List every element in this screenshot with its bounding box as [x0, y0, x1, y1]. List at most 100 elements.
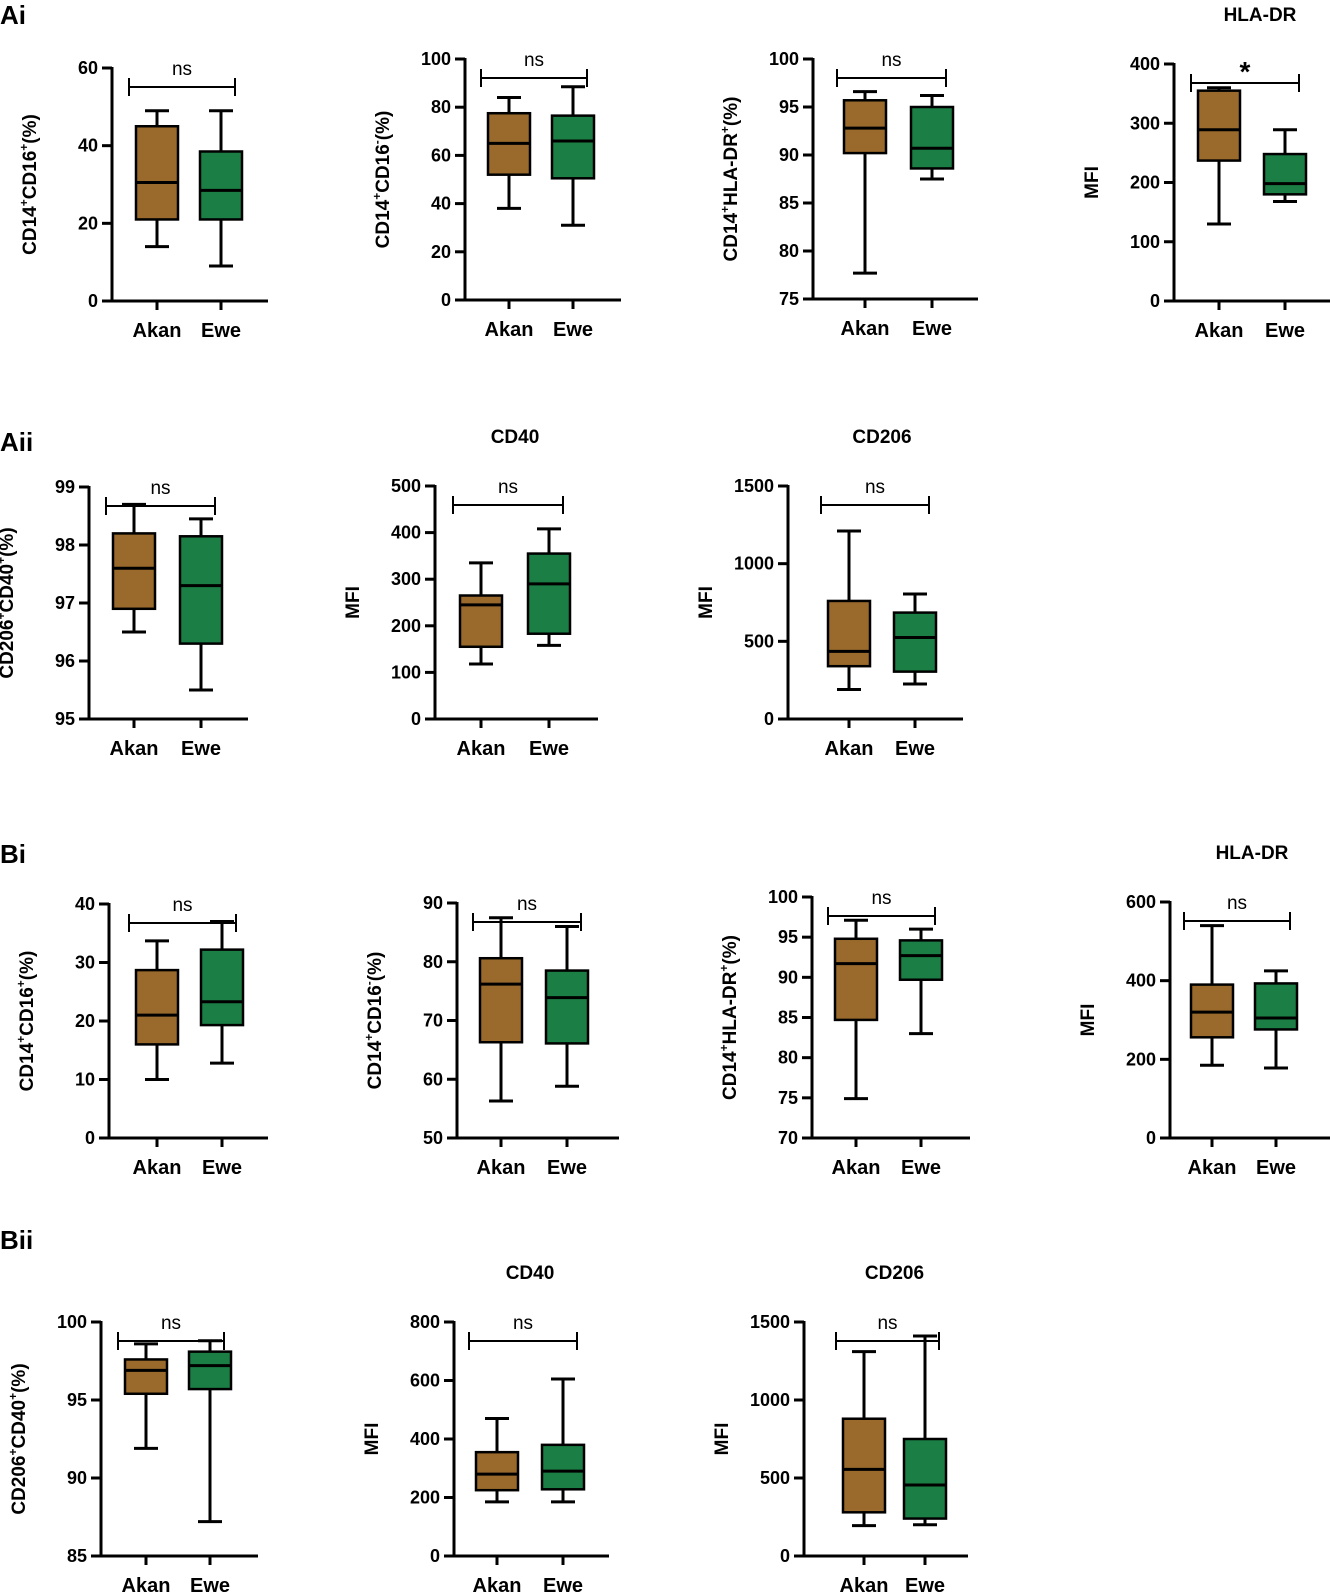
box-ewe — [540, 1443, 586, 1491]
y-tick-label: 600 — [1126, 892, 1156, 912]
panel-label-bii: Bii — [0, 1225, 33, 1255]
y-axis-label-part: (%) — [720, 935, 741, 965]
y-axis-label: CD206+CD40+(%) — [6, 1363, 30, 1514]
significance-label: ns — [877, 1313, 897, 1334]
y-axis-label-part: CD14 — [373, 199, 394, 248]
box-akan — [111, 532, 157, 611]
y-axis-label: CD14+CD16+(%) — [14, 951, 38, 1092]
y-tick-label: 85 — [779, 193, 799, 213]
significance-label: ns — [865, 477, 885, 498]
y-tick-label: 90 — [779, 145, 799, 165]
category-label-ewe: Ewe — [912, 318, 952, 340]
y-axis-label-superscript: + — [362, 1034, 376, 1041]
y-axis-label-part: CD206 — [9, 1456, 30, 1515]
category-label-ewe: Ewe — [202, 1157, 242, 1179]
category-label-akan: Akan — [841, 318, 890, 340]
y-tick-label: 100 — [768, 887, 798, 907]
box-akan — [134, 968, 180, 1046]
y-tick-label: 80 — [423, 952, 443, 972]
box-ewe — [187, 1350, 233, 1391]
category-label-akan: Akan — [1188, 1157, 1237, 1179]
y-axis-label-part: (%) — [9, 1363, 30, 1393]
y-tick-label: 500 — [760, 1468, 790, 1488]
y-axis-label: CD14+CD16+(%) — [17, 114, 41, 255]
chart-title: HLA-DR — [1216, 843, 1289, 864]
y-tick-label: 400 — [1126, 971, 1156, 991]
y-tick-label: 98 — [55, 535, 75, 555]
y-tick-label: 90 — [778, 967, 798, 987]
y-axis-label-part: (%) — [17, 951, 38, 981]
box-ewe — [902, 1437, 948, 1520]
y-tick-label: 0 — [441, 290, 451, 310]
y-axis-label-part: CD206 — [0, 620, 18, 679]
y-tick-label: 40 — [78, 136, 98, 156]
category-label-ewe: Ewe — [543, 1575, 583, 1596]
y-axis-label: CD14+CD16-(%) — [362, 952, 386, 1090]
box-akan — [826, 599, 872, 668]
y-tick-label: 200 — [391, 616, 421, 636]
chart-bi-2: 50 60 70 80 90 CD14+CD16-(%) Akan Ewe ns — [362, 893, 619, 1179]
y-tick-label: 80 — [431, 97, 451, 117]
y-axis-label: CD14+CD16-(%) — [370, 111, 394, 249]
y-axis-label-part: HLA-DR — [720, 971, 741, 1044]
y-tick-label: 60 — [431, 145, 451, 165]
y-axis-label-part: (%) — [721, 97, 742, 127]
y-tick-label: 1000 — [750, 1390, 790, 1410]
chart-title: CD40 — [491, 427, 540, 448]
category-label-ewe: Ewe — [181, 738, 221, 760]
box-akan — [123, 1358, 169, 1396]
y-tick-label: 85 — [778, 1008, 798, 1028]
category-label-ewe: Ewe — [901, 1157, 941, 1179]
box-ewe — [198, 150, 244, 221]
y-axis-label-part: CD40 — [9, 1400, 30, 1449]
box-akan — [458, 594, 504, 649]
y-axis-label: MFI — [362, 1423, 383, 1456]
significance-label: ns — [1227, 893, 1247, 914]
y-axis-label: CD14+HLA-DR+(%) — [718, 97, 742, 262]
box-ewe — [909, 105, 955, 170]
y-axis-label: CD14+HLA-DR+(%) — [717, 935, 741, 1100]
panel-label-ai: Ai — [0, 0, 26, 30]
box-akan — [474, 1450, 520, 1492]
category-label-ewe: Ewe — [529, 738, 569, 760]
box-ewe — [1262, 152, 1308, 196]
box-ewe — [550, 114, 596, 180]
y-tick-label: 95 — [778, 927, 798, 947]
category-label-ewe: Ewe — [895, 738, 935, 760]
box-ewe — [898, 939, 944, 981]
box-ewe — [199, 948, 245, 1027]
y-tick-label: 100 — [421, 49, 451, 69]
y-tick-label: 0 — [85, 1128, 95, 1148]
y-axis-label-part: CD16 — [365, 985, 386, 1034]
y-tick-label: 70 — [423, 1011, 443, 1031]
y-axis-label-part: CD14 — [20, 206, 41, 255]
y-tick-label: 70 — [778, 1128, 798, 1148]
category-label-ewe: Ewe — [190, 1575, 230, 1596]
y-tick-label: 0 — [88, 291, 98, 311]
significance-label: ns — [172, 59, 192, 80]
y-axis-label-superscript: + — [14, 980, 28, 987]
category-label-akan: Akan — [457, 738, 506, 760]
y-axis-label-part: MFI — [362, 1423, 383, 1456]
y-axis-label-part: (%) — [20, 114, 41, 144]
y-axis-label-part: HLA-DR — [721, 133, 742, 206]
significance-label: ns — [524, 50, 544, 71]
y-axis-label-superscript: + — [6, 1393, 20, 1400]
chart-aii-2: 0 100 200 300 400 500 MFI Akan Ewe ns CD40 — [343, 427, 598, 760]
panel-label-aii: Aii — [0, 427, 33, 457]
box-ewe — [1253, 982, 1299, 1031]
y-axis-label-part: CD16 — [20, 151, 41, 200]
y-tick-label: 0 — [764, 709, 774, 729]
y-axis-label: MFI — [1082, 166, 1103, 199]
y-tick-label: 1500 — [734, 476, 774, 496]
significance-label: ns — [150, 478, 170, 499]
y-tick-label: 85 — [67, 1546, 87, 1566]
y-tick-label: 80 — [778, 1048, 798, 1068]
y-tick-label: 0 — [430, 1546, 440, 1566]
y-tick-label: 200 — [1126, 1049, 1156, 1069]
y-axis-label-superscript: + — [0, 612, 8, 619]
y-tick-label: 10 — [75, 1070, 95, 1090]
